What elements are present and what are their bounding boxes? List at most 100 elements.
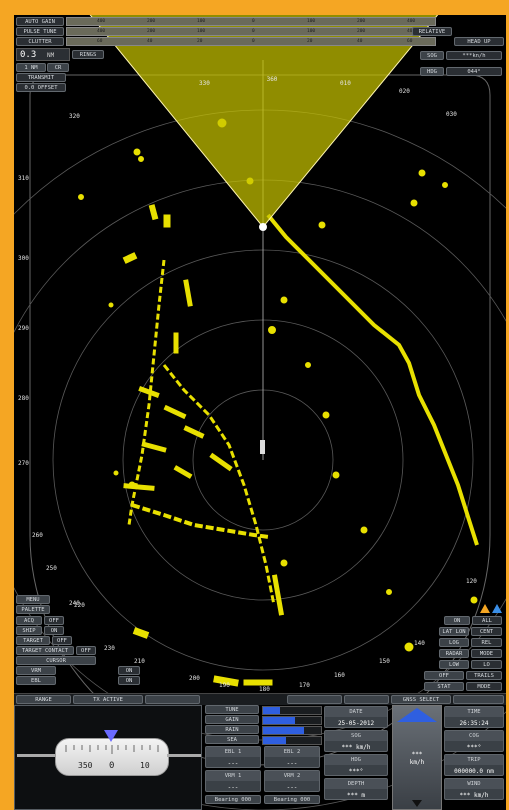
low-button[interactable]: LOW [439,660,469,669]
depth-value: *** m [346,792,366,799]
relative-mode-button[interactable]: RELATIVE [412,27,452,36]
clutter-button[interactable]: CLUTTER [16,37,64,46]
hdg-value: 044° [446,67,502,76]
tick-label: 200 [357,19,366,24]
tick-label: 400 [97,29,106,34]
menu-button[interactable]: MENU [16,595,50,604]
compass-tape[interactable]: 350 0 10 [55,738,169,776]
sog-label-2: SOG [325,731,387,741]
bearing-label: 330 [199,80,210,87]
ebl2-value: --- [286,760,298,767]
offset-toggle[interactable]: 0.0 OFFSET [16,83,66,92]
time-value: 26:35:24 [459,720,489,727]
vrm1-value: --- [227,784,239,791]
bearing-label: 140 [414,640,425,647]
tick-label: 60 [407,39,413,44]
sea-bar[interactable] [262,736,322,745]
cog-label: COG [445,731,503,741]
cr-toggle[interactable]: CR [47,63,69,72]
status-slot[interactable] [145,695,200,704]
log-value: REL [471,638,502,647]
tick-label: 200 [147,19,156,24]
gain-bar-fill [263,717,295,724]
bearing-label: 310 [18,175,29,182]
tick-label: 100 [197,29,206,34]
speed-gauge[interactable]: *** km/h [392,705,442,810]
status-range[interactable]: RANGE [16,695,71,704]
ebl1-readout[interactable]: EBL 1 --- [205,746,261,768]
warning-icon[interactable] [480,604,490,613]
ebl1-value: --- [227,760,239,767]
rain-button[interactable]: RAIN [205,725,259,734]
range-readout[interactable]: 0.3 NM [16,48,70,61]
tick-label: 200 [147,29,156,34]
transmit-toggle[interactable]: TRANSMIT [16,73,66,82]
tune-bar[interactable] [262,706,322,715]
ship-button[interactable]: SHIP [16,626,42,635]
latlon-button[interactable]: LAT LON [439,627,469,636]
gain-bar[interactable] [262,716,322,725]
hdg-value-2: ***° [348,768,364,775]
tune-button[interactable]: TUNE [205,705,259,714]
own-ship-marker [260,440,265,454]
cursor-button[interactable]: CURSOR [16,656,96,665]
radar-display[interactable]: 360 010 020 030 330 320 310 300 290 280 … [14,15,506,810]
sog-readout: SOG *** km/h [324,730,388,752]
pulse-tune-slider[interactable]: 400 200 100 0 100 200 400 [66,27,436,36]
head-up-button[interactable]: HEAD UP [454,37,504,46]
status-slot[interactable] [453,695,504,704]
trails-value: TRAILS [466,671,502,680]
sea-button[interactable]: SEA [205,735,259,744]
date-value: 25-05-2012 [337,720,375,727]
pulse-tune-button[interactable]: PULSE TUNE [16,27,64,36]
vrm1-readout[interactable]: VRM 1 --- [205,770,261,792]
all-on-value: ALL [472,616,502,625]
radar-mode-button[interactable]: RADAR [439,649,469,658]
low-value: LO [471,660,502,669]
clutter-slider[interactable]: 60 40 20 0 20 40 60 [66,37,436,46]
stat-button[interactable]: STAT [424,682,464,691]
heading-pointer-icon [104,730,118,742]
bearing-label: 180 [259,686,270,693]
vrm-button[interactable]: VRM [16,666,56,675]
rings-button[interactable]: RINGS [72,50,104,59]
target-button[interactable]: TARGET [16,636,50,645]
tick-label: 60 [97,39,103,44]
radar-mode-value: MODE [471,649,502,658]
tick-label: 400 [407,28,415,35]
bearing-button-2[interactable]: Bearing 000 [264,795,320,804]
status-slot[interactable] [287,695,342,704]
range-1nm-toggle[interactable]: 1 NM [16,63,46,72]
palette-button[interactable]: PALETTE [16,605,50,614]
bearing-button-1[interactable]: Bearing 000 [205,795,261,804]
status-tx[interactable]: TX ACTIVE [73,695,143,704]
range-value: 0.3 [20,50,37,60]
bearing-label: 250 [46,565,57,572]
status-slot[interactable] [344,695,389,704]
auto-gain-button[interactable]: AUTO GAIN [16,17,64,26]
ebl1-label: EBL 1 [206,747,260,757]
tick-label: 20 [197,39,203,44]
target-contact-value: OFF [76,646,96,655]
radar-scope [29,74,491,766]
vrm2-readout[interactable]: VRM 2 --- [264,770,320,792]
info-icon[interactable] [492,604,502,613]
ebl-button[interactable]: EBL [16,676,56,685]
trails-button[interactable]: OFF [424,671,464,680]
bearing-label: 290 [18,325,29,332]
auto-gain-slider[interactable]: 400 200 100 0 100 200 400 [66,17,436,26]
wind-label: WIND [445,779,503,789]
speed-gauge-top [397,708,437,722]
log-button[interactable]: LOG [439,638,469,647]
all-on-button[interactable]: ON [444,616,470,625]
gain-button[interactable]: GAIN [205,715,259,724]
sog-value: ***kn/h [446,51,502,60]
compass-bar-right [167,754,201,757]
acq-button[interactable]: ACQ [16,616,42,625]
rain-bar[interactable] [262,726,322,735]
ebl2-readout[interactable]: EBL 2 --- [264,746,320,768]
target-contact-button[interactable]: TARGET CONTACT [16,646,74,655]
bearing-label: 220 [74,602,85,609]
trip-label: TRIP [445,755,503,765]
status-gnss[interactable]: GNSS SELECT [391,695,451,704]
